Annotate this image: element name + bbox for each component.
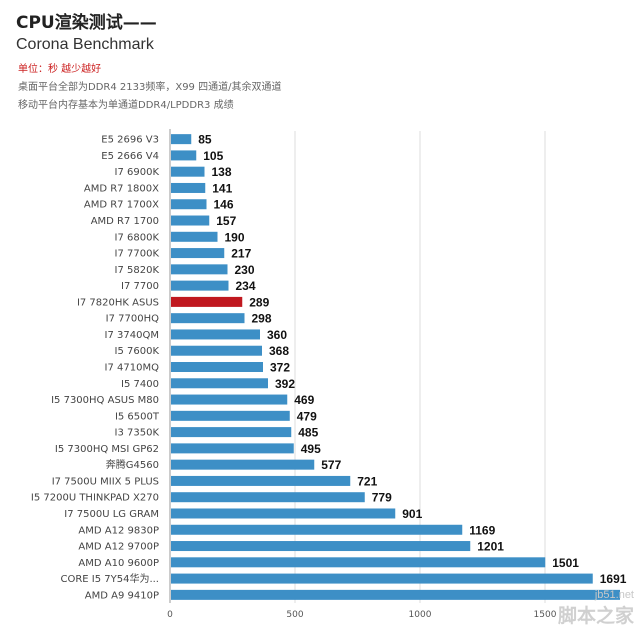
platform-note-desktop: 桌面平台全部为DDR4 2133频率，X99 四通道/其余双通道 <box>18 82 282 93</box>
category-label: I5 7600K <box>115 346 160 357</box>
value-label: 190 <box>225 230 245 244</box>
value-label: 577 <box>321 458 341 472</box>
value-label: 485 <box>298 426 318 440</box>
value-label: 495 <box>301 442 321 456</box>
category-label: I7 7820HK ASUS <box>77 297 159 308</box>
category-label: E5 2666 V4 <box>101 151 159 162</box>
value-label: 1691 <box>600 572 627 586</box>
value-label: 138 <box>212 165 232 179</box>
value-label: 146 <box>214 198 234 212</box>
bar <box>171 410 290 421</box>
value-label: 368 <box>269 344 289 358</box>
category-label: AMD A10 9600P <box>78 558 159 569</box>
bar <box>171 475 351 486</box>
bar <box>171 199 207 210</box>
unit-note: 单位：秒 越少越好 <box>18 64 102 75</box>
category-label: CORE I5 7Y54华为... <box>60 572 159 585</box>
value-label: 234 <box>236 279 256 293</box>
value-label: 360 <box>267 328 287 342</box>
category-label: I5 7300HQ ASUS M80 <box>51 395 159 406</box>
value-label: 1501 <box>552 556 579 570</box>
value-label: 392 <box>275 377 295 391</box>
value-label: 105 <box>203 149 223 163</box>
bar <box>171 296 243 307</box>
category-label: AMD A12 9830P <box>78 525 159 536</box>
category-label: I3 7350K <box>115 428 160 439</box>
bar <box>171 345 262 356</box>
bar <box>171 215 210 226</box>
chart-subtitle: Corona Benchmark <box>16 36 154 53</box>
bar <box>171 150 197 161</box>
value-label: 217 <box>231 247 251 261</box>
category-label: I7 3740QM <box>105 330 159 341</box>
category-label: I7 7500U LG GRAM <box>64 509 159 520</box>
value-label: 779 <box>372 491 392 505</box>
value-label: 901 <box>402 507 422 521</box>
category-label: I7 7700HQ <box>106 314 159 325</box>
watermark-name: 脚本之家 <box>557 605 634 627</box>
bar <box>171 231 218 242</box>
bar <box>171 166 205 177</box>
x-tick-label: 500 <box>286 610 303 620</box>
value-label: 141 <box>212 181 232 195</box>
chart-title: CPU渲染测试—— <box>16 13 157 33</box>
bar <box>171 508 396 519</box>
category-label: AMD A12 9700P <box>78 542 159 553</box>
bar <box>171 541 471 552</box>
bar <box>171 182 206 193</box>
bar <box>171 557 546 568</box>
bar <box>171 362 263 372</box>
category-label: I7 7700K <box>115 249 160 260</box>
bar <box>171 492 365 503</box>
value-label: 479 <box>297 409 317 423</box>
category-label: E5 2696 V3 <box>101 135 159 146</box>
value-label: 289 <box>249 295 269 309</box>
x-tick-label: 1000 <box>409 610 432 620</box>
x-tick-label: 0 <box>167 610 173 620</box>
category-label: I7 6800K <box>115 232 160 243</box>
bar <box>171 248 225 259</box>
category-label: I5 7200U THINKPAD X270 <box>31 493 159 504</box>
value-label: 85 <box>198 133 212 147</box>
bar <box>171 589 620 600</box>
category-label: I7 5820K <box>115 265 160 276</box>
bar <box>171 573 593 584</box>
category-label: AMD R7 1700 <box>91 216 159 227</box>
value-label: 230 <box>235 263 255 277</box>
bar <box>171 524 463 535</box>
category-label: I7 7700 <box>121 281 159 292</box>
category-label: AMD A9 9410P <box>85 590 159 601</box>
bar <box>171 280 229 291</box>
category-label: 奔腾G4560 <box>106 458 159 471</box>
value-label: 1201 <box>477 540 504 554</box>
bar <box>171 378 268 389</box>
category-label: I7 7500U MIIX 5 PLUS <box>52 476 159 487</box>
value-label: 469 <box>294 393 314 407</box>
bar <box>171 313 245 324</box>
platform-note-mobile: 移动平台内存基本为单通道DDR4/LPDDR3 成绩 <box>18 100 234 111</box>
category-label: I7 6900K <box>115 167 160 178</box>
bar <box>171 134 192 145</box>
category-label: I5 7400 <box>121 379 159 390</box>
bar <box>171 443 294 454</box>
category-label: I5 6500T <box>115 411 160 422</box>
bar <box>171 329 260 340</box>
value-label: 721 <box>357 474 377 488</box>
bar <box>171 264 228 275</box>
watermark-url: jb51.net <box>594 589 634 601</box>
x-tick-label: 1500 <box>534 610 557 620</box>
watermark: jb51.net 脚本之家 <box>558 589 634 628</box>
category-label: I7 4710MQ <box>105 363 160 374</box>
value-label: 157 <box>216 214 236 228</box>
category-label: I5 7300HQ MSI GP62 <box>55 444 159 455</box>
bar <box>171 459 315 470</box>
value-label: 372 <box>270 361 290 375</box>
value-label: 1169 <box>469 523 495 537</box>
bar <box>171 394 288 405</box>
category-label: AMD R7 1800X <box>84 183 159 194</box>
bar <box>171 427 292 438</box>
value-label: 298 <box>252 312 272 326</box>
category-label: AMD R7 1700X <box>84 200 159 211</box>
